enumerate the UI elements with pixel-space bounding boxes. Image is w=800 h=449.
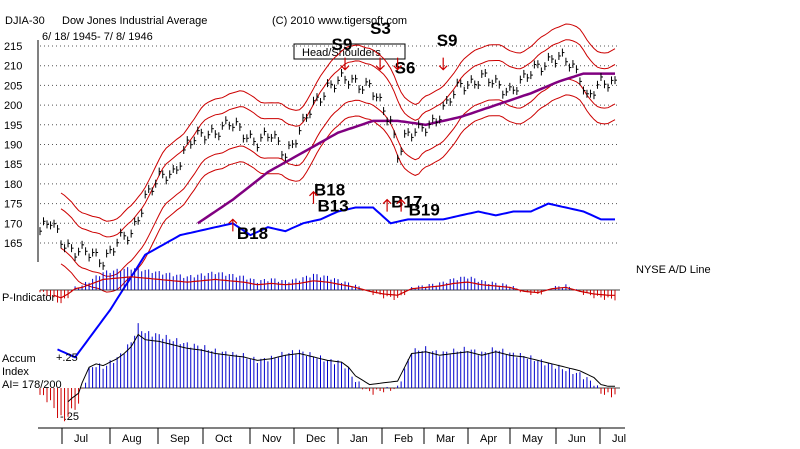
header-name: Dow Jones Industrial Average (62, 15, 207, 27)
buy-arrow (309, 190, 318, 204)
month-label: Mar (436, 433, 455, 445)
month-label: Oct (215, 433, 232, 445)
price-axis: 215 210 205 200 195 190 185 180 175 170 165 (4, 41, 22, 250)
month-label: Jul (612, 433, 626, 445)
accum-bottom-label: -.25 (60, 411, 79, 423)
price-grid (40, 45, 620, 244)
accum-top-label: +.25 (56, 352, 78, 364)
accum-label-3: AI= 178/200 (2, 379, 62, 391)
y-tick-label: 205 (4, 80, 22, 92)
signal-label: B17 (391, 193, 422, 212)
upper-outer-band (60, 23, 616, 222)
y-tick-label: 185 (4, 159, 22, 171)
month-label: Apr (480, 433, 497, 445)
month-label: Jul (74, 433, 88, 445)
moving-average-line (197, 72, 615, 225)
y-tick-label: 170 (4, 218, 22, 230)
month-label: Nov (262, 433, 282, 445)
accum-label-2: Index (2, 366, 29, 378)
y-tick-label: 200 (4, 100, 22, 112)
signal-label: S6 (395, 59, 416, 78)
p-indicator-panel (39, 267, 620, 304)
y-tick-label: 165 (4, 238, 22, 250)
p-indicator-label: P-Indicator (2, 292, 56, 304)
y-tick-label: 180 (4, 179, 22, 191)
upper-inner-band (60, 39, 616, 238)
ad-line-label: NYSE A/D Line (636, 264, 711, 276)
month-axis: Jul Aug Sep Oct Nov Dec Jan Feb Mar Apr May Jun Jul (61, 428, 626, 445)
signal-label: B19 (409, 200, 440, 219)
p-indicator-ma (53, 276, 615, 299)
buy-arrow (382, 198, 392, 212)
lower-inner-band (60, 78, 616, 277)
signal-label: S9 (332, 35, 353, 54)
accum-ma (67, 333, 615, 403)
month-label: Aug (122, 433, 142, 445)
month-label: Dec (306, 433, 326, 445)
y-tick-label: 190 (4, 140, 22, 152)
y-tick-label: 210 (4, 61, 22, 73)
sell-arrow (393, 57, 403, 71)
series-layer (39, 23, 617, 359)
signal-label: S3 (370, 19, 391, 38)
month-label: May (522, 433, 543, 445)
sell-arrow (438, 57, 448, 71)
sell-arrow (375, 57, 385, 71)
pattern-label: Head/Shoulders (302, 47, 381, 59)
signal-label: B18 (314, 181, 345, 200)
month-label: Jan (350, 433, 368, 445)
buy-arrow (228, 218, 238, 232)
header-copyright: (C) 2010 www.tigersoft.com (272, 15, 407, 27)
signal-label: B13 (318, 196, 349, 215)
y-tick-label: 195 (4, 120, 22, 132)
y-tick-label: 215 (4, 41, 22, 53)
month-label: Sep (170, 433, 190, 445)
accum-panel (39, 323, 620, 422)
header-date-range: 6/ 18/ 1945- 7/ 8/ 1946 (42, 31, 153, 43)
buy-arrow (396, 198, 406, 212)
month-label: Jun (568, 433, 586, 445)
y-tick-label: 175 (4, 199, 22, 211)
ad-line (57, 202, 615, 359)
signal-label: B18 (237, 224, 268, 243)
month-label: Feb (394, 433, 413, 445)
sell-arrow (340, 57, 350, 71)
lower-outer-band (60, 94, 616, 293)
pattern-box (293, 43, 406, 60)
header-symbol: DJIA-30 (5, 15, 45, 27)
accum-label-1: Accum (2, 353, 36, 365)
signal-label: S9 (437, 31, 458, 50)
